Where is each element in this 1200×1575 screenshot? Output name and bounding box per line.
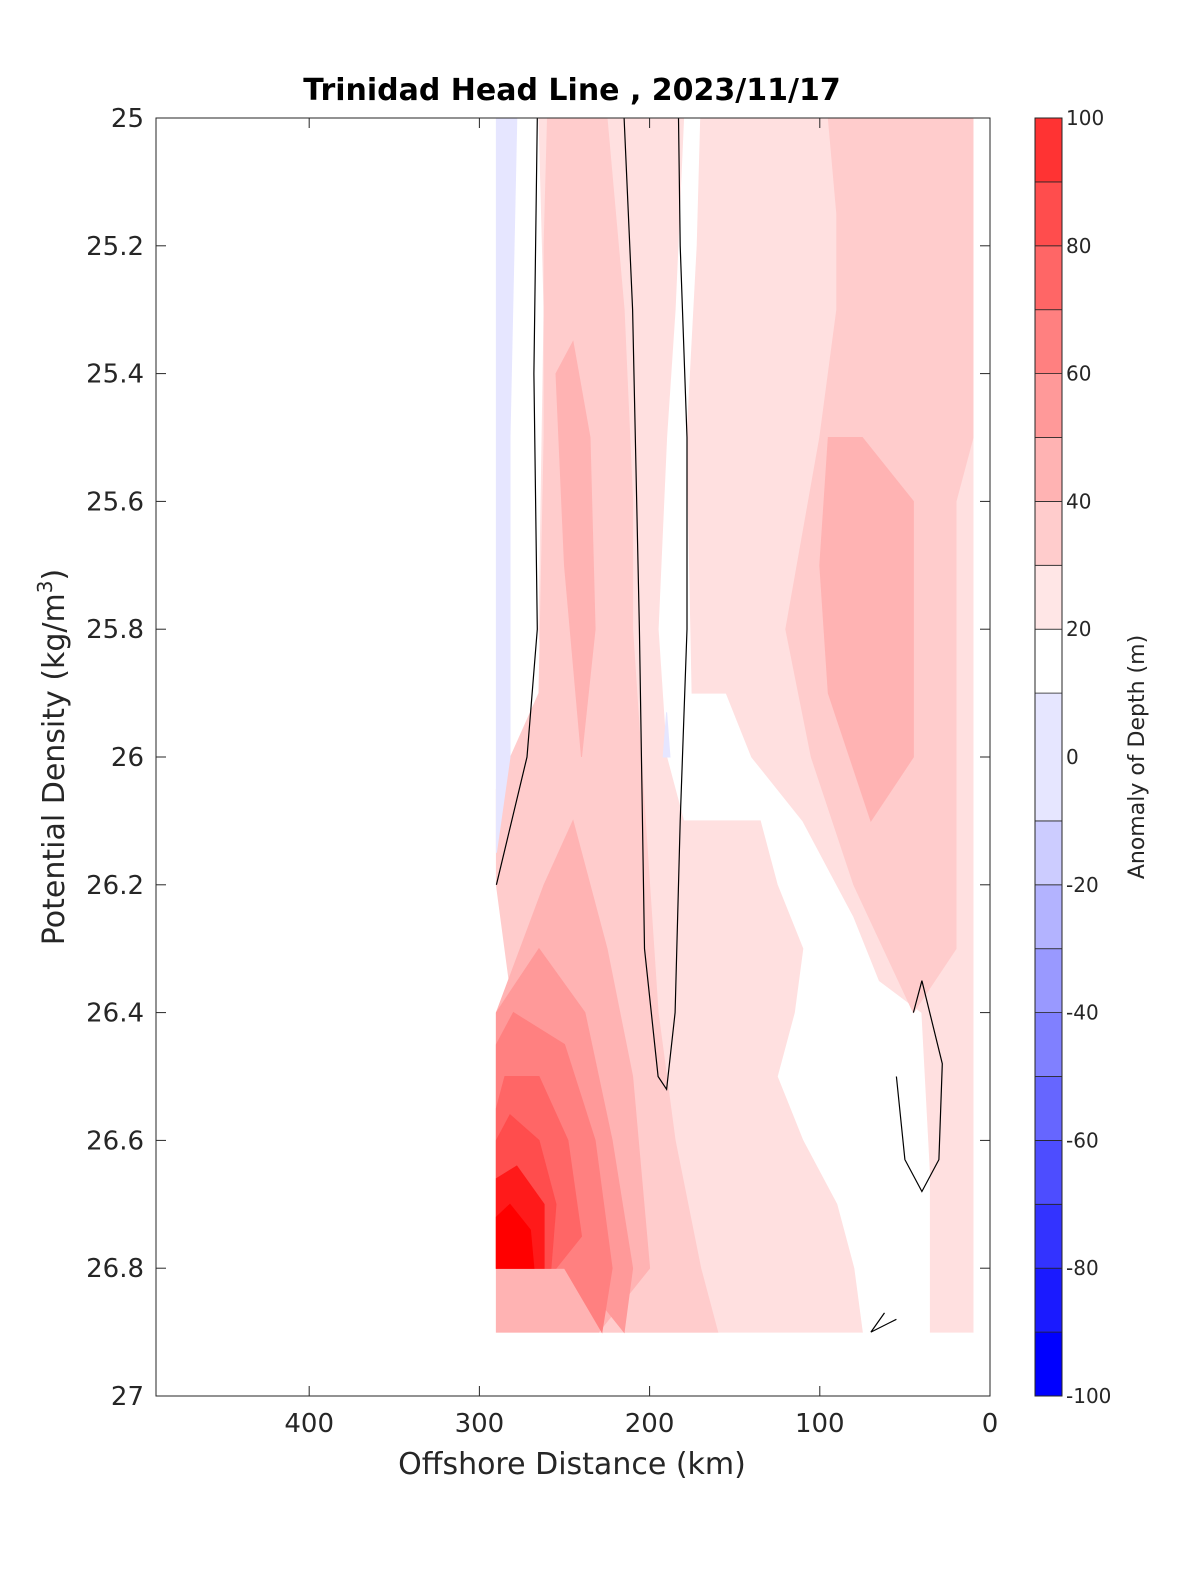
colorbar-frame bbox=[1034, 117, 1063, 1397]
colorbar-band bbox=[1034, 1140, 1063, 1205]
anomaly-region-5 bbox=[555, 340, 596, 758]
zero-contour-3 bbox=[870, 1312, 897, 1333]
colorbar-band bbox=[1034, 245, 1063, 311]
colorbar-tick-label: 80 bbox=[1066, 234, 1091, 258]
y-tick-label: 25.8 bbox=[86, 615, 144, 645]
colorbar-band bbox=[1034, 820, 1063, 886]
colorbar-tick-label: 40 bbox=[1066, 489, 1091, 513]
anomaly-region-12 bbox=[495, 1203, 535, 1269]
colorbar-band bbox=[1034, 117, 1063, 183]
colorbar-tick-label: -100 bbox=[1066, 1384, 1111, 1408]
x-tick-label: 0 bbox=[982, 1409, 999, 1439]
y-tick-label: 25 bbox=[111, 104, 144, 134]
colorbar-band bbox=[1034, 692, 1063, 822]
x-axis-label: Offshore Distance (km) bbox=[398, 1447, 746, 1482]
chart-title: Trinidad Head Line , 2023/11/17 bbox=[303, 73, 840, 108]
zero-contours bbox=[495, 118, 943, 1333]
y-tick-label: 25.6 bbox=[86, 487, 144, 517]
colorbar-band bbox=[1034, 500, 1063, 566]
y-axis-label: Potential Density (kg/m3) bbox=[33, 569, 72, 945]
colorbar-tick-label: -80 bbox=[1066, 1256, 1099, 1280]
x-axis-ticks: 400 300 200 100 0 bbox=[284, 118, 998, 1439]
colorbar-tick-label: -40 bbox=[1066, 1001, 1099, 1025]
colorbar-band bbox=[1034, 1012, 1063, 1077]
colorbar-band bbox=[1034, 1267, 1063, 1333]
anomaly-region-6 bbox=[819, 437, 914, 823]
colorbar-band bbox=[1034, 564, 1063, 630]
colorbar-band bbox=[1034, 628, 1063, 694]
anomaly-region-13 bbox=[495, 118, 518, 853]
y-tick-label: 26.6 bbox=[86, 1126, 144, 1156]
colorbar-tick-label: 100 bbox=[1066, 106, 1104, 130]
zero-contour-2 bbox=[895, 980, 943, 1193]
colorbar-band bbox=[1034, 948, 1063, 1014]
y-tick-label: 26.4 bbox=[86, 999, 144, 1029]
colorbar-tick-label: 20 bbox=[1066, 617, 1091, 641]
colorbar: 100 80 60 40 20 0 -20 -40 -60 -80 -100 bbox=[1034, 106, 1111, 1408]
colorbar-band bbox=[1034, 1203, 1063, 1269]
zero-contour-1 bbox=[623, 118, 688, 1092]
anomaly-field bbox=[495, 118, 974, 1334]
colorbar-tick-label: -60 bbox=[1066, 1128, 1099, 1152]
colorbar-band bbox=[1034, 884, 1063, 950]
y-tick-label: 27 bbox=[111, 1382, 144, 1412]
zero-contour-0 bbox=[495, 118, 538, 885]
colorbar-band bbox=[1034, 373, 1063, 438]
colorbar-band bbox=[1034, 309, 1063, 375]
colorbar-band bbox=[1034, 1076, 1063, 1141]
anomaly-region-14 bbox=[662, 712, 671, 758]
y-tick-label: 26 bbox=[111, 743, 144, 773]
y-tick-label: 26.2 bbox=[86, 871, 144, 901]
colorbar-band bbox=[1034, 181, 1063, 247]
colorbar-tick-label: -20 bbox=[1066, 873, 1099, 897]
colorbar-label: Anomaly of Depth (m) bbox=[1125, 635, 1150, 879]
y-axis-ticks: 25 25.2 25.4 25.6 25.8 26 26.2 26.4 26.6 26.8 27 bbox=[86, 104, 990, 1412]
colorbar-tick-label: 0 bbox=[1066, 745, 1079, 769]
colorbar-tick-label: 60 bbox=[1066, 362, 1091, 386]
x-tick-label: 400 bbox=[284, 1409, 334, 1439]
y-tick-label: 25.2 bbox=[86, 232, 144, 262]
x-tick-label: 300 bbox=[455, 1409, 505, 1439]
colorbar-band bbox=[1034, 1331, 1063, 1397]
x-tick-label: 200 bbox=[625, 1409, 675, 1439]
y-tick-label: 26.8 bbox=[86, 1254, 144, 1284]
y-tick-label: 25.4 bbox=[86, 360, 144, 390]
colorbar-band bbox=[1034, 437, 1063, 502]
x-tick-label: 100 bbox=[795, 1409, 845, 1439]
